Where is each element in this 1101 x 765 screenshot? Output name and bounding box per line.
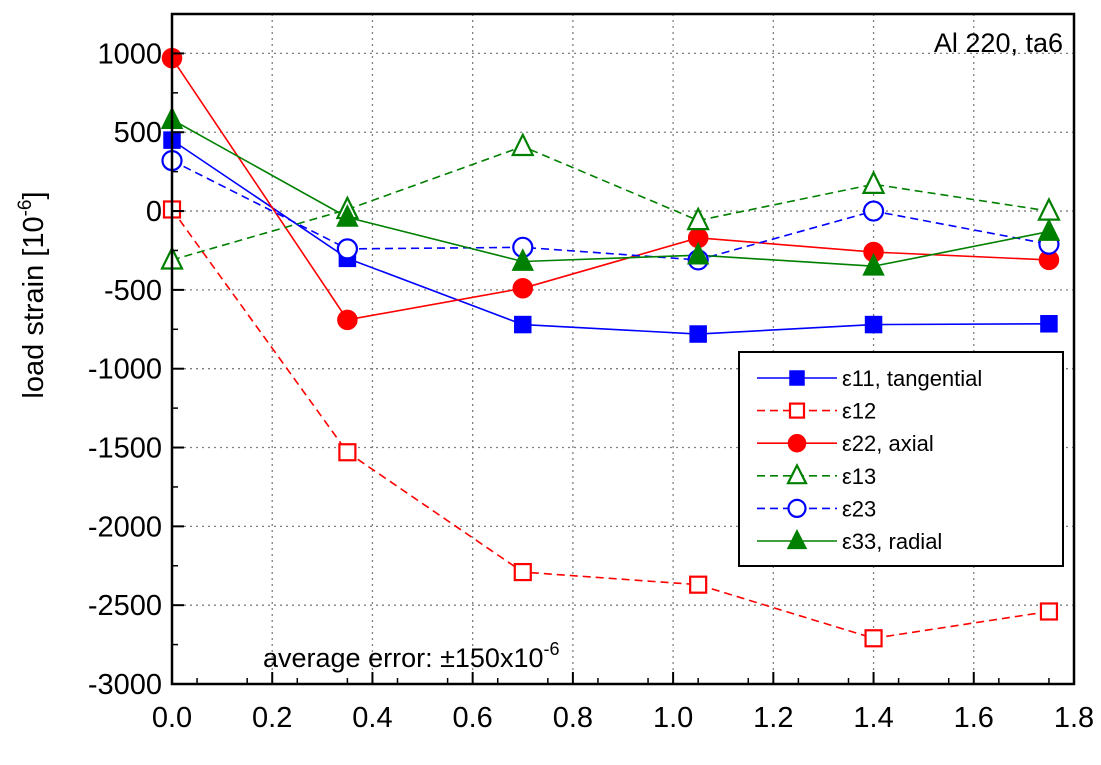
legend-marker [787, 498, 807, 518]
plot-frame [170, 12, 1076, 686]
y-tick-label: -2000 [88, 511, 162, 543]
x-tick-label: 1.8 [1054, 702, 1094, 734]
average-error-annotation: average error: ±150x10-6 [263, 639, 560, 673]
y-tick-label: -1000 [88, 354, 162, 386]
sample-label: Al 220, ta6 [934, 28, 1063, 58]
data-point [686, 241, 710, 265]
data-point [338, 443, 357, 462]
data-point [1037, 218, 1061, 241]
data-point [864, 629, 883, 648]
x-tick-label: 1.2 [753, 702, 793, 734]
y-axis-title-exponent: -6 [15, 199, 36, 216]
y-tick-label: -3000 [88, 669, 162, 701]
legend-marker [786, 462, 808, 485]
legend-label: ε22, axial [842, 431, 934, 456]
data-point [511, 248, 534, 271]
average-error-text: average error: ±150x10 [263, 643, 543, 673]
axis-ticks [171, 52, 1075, 685]
x-tick-label: 1.0 [653, 702, 693, 734]
x-tick-label: 1.4 [853, 702, 893, 734]
y-tick-label: 500 [114, 117, 162, 149]
x-tick-label: 0.2 [252, 702, 292, 734]
data-point [862, 200, 885, 222]
series-line [171, 57, 1049, 321]
legend-label: ε11, tangential [842, 366, 982, 391]
average-error-exponent: -6 [543, 639, 559, 659]
y-tick-label: -1500 [88, 433, 162, 465]
y-axis-title-main: load strain [10 [18, 216, 50, 398]
data-point [336, 204, 359, 227]
data-point [514, 315, 532, 334]
x-tick-label: 0.0 [152, 702, 192, 734]
series-line [171, 209, 1050, 640]
x-tick-label: 0.4 [352, 702, 392, 734]
data-point [1040, 315, 1058, 333]
y-tick-label: 0 [146, 196, 162, 228]
legend-marker [786, 528, 808, 550]
y-axis-title-close: ] [18, 191, 50, 199]
x-tick-label: 0.6 [453, 702, 493, 734]
grid-lines [172, 14, 1074, 684]
data-point [686, 206, 710, 231]
data-point [864, 315, 883, 334]
series-line [171, 145, 1050, 261]
x-tick-label: 0.8 [553, 702, 593, 734]
series-lines [171, 57, 1050, 640]
data-point [1037, 196, 1061, 221]
legend-marker [788, 402, 806, 419]
data-point [511, 132, 535, 157]
legend-label: ε13 [842, 464, 876, 489]
data-point [1039, 602, 1059, 621]
data-point [861, 170, 886, 194]
legend-label: ε12 [842, 399, 876, 424]
y-tick-labels: 1000 500 0 -500 -1000 -1500 -2000 -2500 -3000 [88, 38, 162, 701]
legend-box [738, 351, 1064, 567]
legend: ε11, tangential ε12 ε22, axial ε13 ε23 ε33, r… [738, 351, 1064, 567]
y-tick-label: -500 [104, 275, 162, 307]
series-line [171, 118, 1050, 268]
legend-marker [789, 370, 805, 386]
data-point [513, 562, 532, 582]
legend-label: ε33, radial [842, 529, 942, 554]
data-point [337, 309, 358, 331]
data-point [862, 252, 885, 276]
series-line [171, 139, 1049, 335]
series-line [171, 159, 1050, 261]
data-point [336, 238, 358, 260]
legend-label: ε23 [842, 496, 876, 521]
data-point [689, 575, 708, 594]
data-point [512, 278, 534, 299]
y-axis-title: load strain [10-6] [15, 191, 50, 398]
x-tick-labels: 0.0 0.2 0.4 0.6 0.8 1.0 1.2 1.4 1.6 1.8 [152, 702, 1094, 734]
y-tick-label: -2500 [88, 590, 162, 622]
y-tick-label: 1000 [97, 38, 162, 70]
legend-marker [787, 433, 807, 453]
x-tick-label: 1.6 [954, 702, 994, 734]
data-point [689, 325, 707, 343]
